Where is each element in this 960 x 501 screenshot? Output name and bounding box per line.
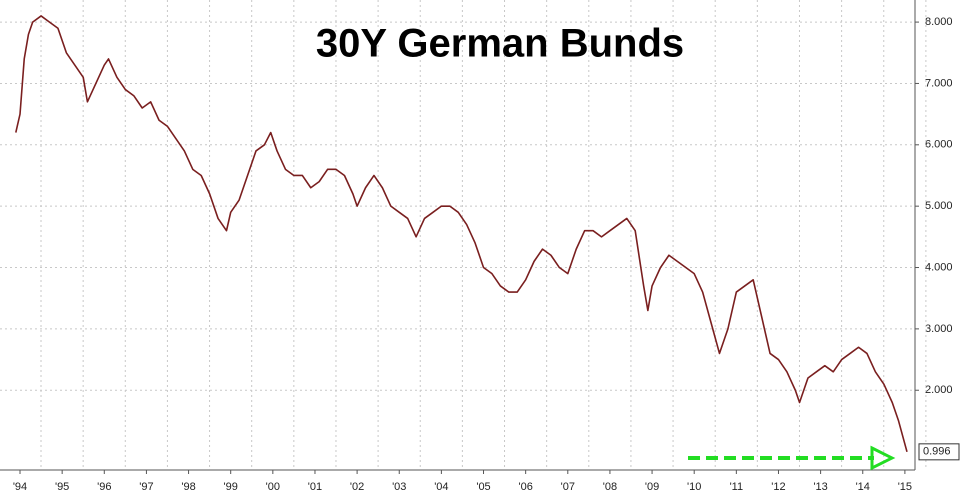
- last-value-box: [918, 443, 960, 461]
- y-tick-label: 5.000: [925, 200, 953, 212]
- y-tick-label: 2.000: [925, 384, 953, 396]
- x-tick-label: '99: [224, 481, 238, 493]
- x-tick-label: '15: [898, 481, 912, 493]
- x-tick-label: '14: [856, 481, 870, 493]
- x-tick-label: '06: [518, 481, 532, 493]
- last-value-label: 0.996: [923, 446, 951, 458]
- x-tick-label: '02: [350, 481, 364, 493]
- x-tick-label: '04: [434, 481, 448, 493]
- y-tick-label: 8.000: [925, 16, 953, 28]
- y-tick-label: 4.000: [925, 261, 953, 273]
- x-tick-label: '01: [308, 481, 322, 493]
- x-tick-label: '97: [139, 481, 153, 493]
- x-tick-label: '09: [645, 481, 659, 493]
- x-tick-label: '94: [13, 481, 27, 493]
- x-tick-label: '05: [476, 481, 490, 493]
- x-tick-label: '11: [730, 481, 744, 493]
- chart-title: 30Y German Bunds: [316, 22, 684, 66]
- y-tick-label: 7.000: [925, 77, 953, 89]
- series-line: [15, 15, 908, 453]
- y-tick-label: 3.000: [925, 323, 953, 335]
- x-tick-label: '12: [771, 481, 785, 493]
- y-tick-label: 6.000: [925, 139, 953, 151]
- x-tick-label: '13: [813, 481, 827, 493]
- x-tick-label: '10: [687, 481, 701, 493]
- x-tick-label: '95: [55, 481, 69, 493]
- arrow-head: [870, 445, 896, 471]
- x-tick-label: '08: [603, 481, 617, 493]
- x-tick-label: '07: [561, 481, 575, 493]
- x-tick-label: '03: [392, 481, 406, 493]
- x-tick-label: '00: [266, 481, 280, 493]
- x-tick-label: '96: [97, 481, 111, 493]
- x-tick-label: '98: [181, 481, 195, 493]
